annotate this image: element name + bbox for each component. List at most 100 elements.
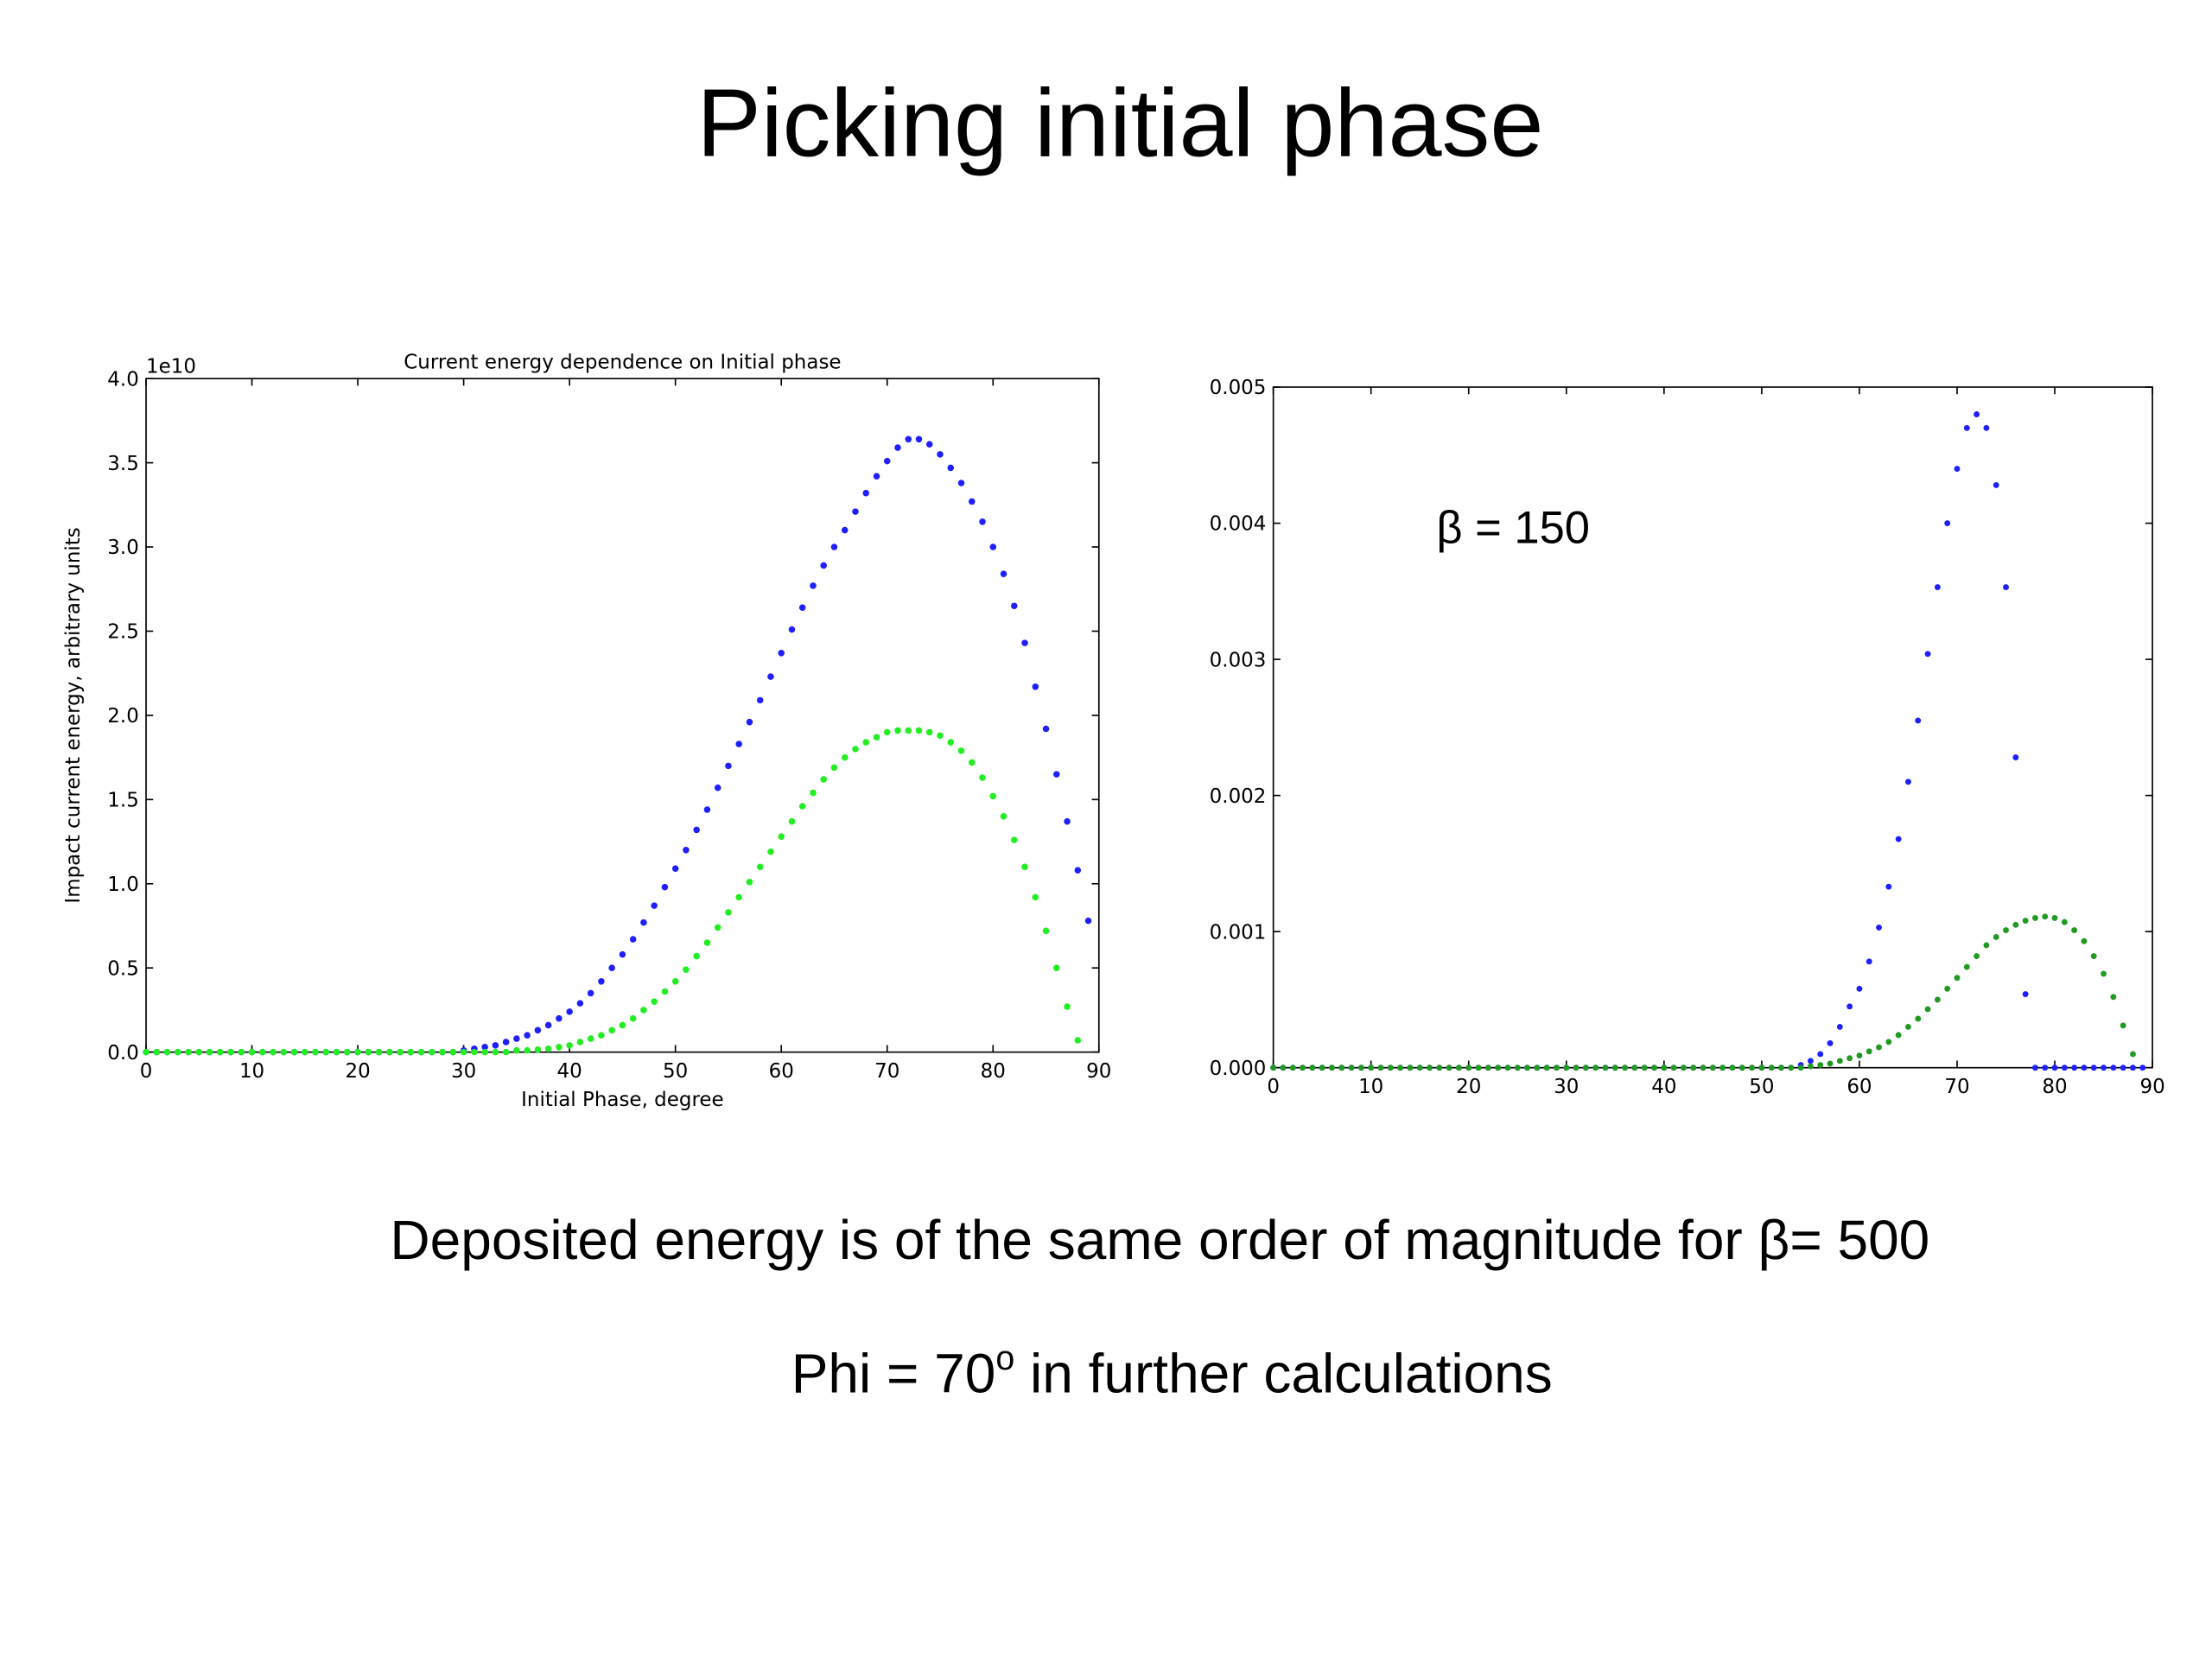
data-point (1436, 1065, 1443, 1071)
data-point (1032, 683, 1039, 690)
data-point (1788, 1065, 1795, 1071)
data-point (471, 1048, 478, 1056)
x-tick-label: 70 (874, 1060, 899, 1083)
data-point (925, 728, 933, 736)
data-point (1514, 1065, 1521, 1071)
data-point (175, 1048, 181, 1056)
data-point (915, 435, 923, 443)
data-point (544, 1045, 552, 1052)
data-point (556, 1044, 563, 1051)
data-point (1534, 1065, 1541, 1071)
note: Deposited energy is of the same order of… (390, 1209, 1929, 1271)
data-point (2012, 754, 2019, 760)
data-point (1983, 942, 1990, 949)
data-point (1749, 1065, 1756, 1071)
data-point (2130, 1051, 2136, 1058)
data-point (1407, 1065, 1414, 1071)
data-point (2022, 991, 2029, 998)
y-tick-label: 0.0 (107, 1042, 139, 1065)
data-point (2003, 584, 2009, 591)
data-point (1670, 1065, 1677, 1071)
data-point (206, 1048, 213, 1056)
data-point (798, 604, 806, 611)
y-tick-label: 0.002 (1210, 785, 1267, 808)
data-point (1582, 1065, 1589, 1071)
data-point (397, 1048, 404, 1056)
data-point (1885, 883, 1892, 890)
data-point (2042, 1065, 2049, 1071)
data-point (1000, 570, 1007, 577)
data-point (640, 1007, 647, 1014)
data-point (502, 1048, 510, 1056)
y-tick-label: 2.5 (107, 621, 139, 644)
data-point (746, 879, 753, 886)
data-point (788, 817, 796, 825)
data-point (883, 728, 891, 736)
x-tick-label: 20 (345, 1060, 370, 1083)
offset-label: 1e10 (146, 356, 196, 378)
data-point (1915, 1015, 1922, 1022)
data-point (1700, 1065, 1707, 1071)
data-point (1836, 1023, 1843, 1030)
data-point (1709, 1065, 1716, 1071)
x-tick-label: 10 (239, 1060, 264, 1083)
data-point (1289, 1065, 1296, 1071)
data-point (820, 776, 827, 783)
data-point (1368, 1065, 1375, 1071)
y-tick-label: 3.5 (107, 453, 139, 475)
data-point (375, 1048, 383, 1056)
data-point (354, 1048, 361, 1056)
data-point (1963, 963, 1970, 970)
data-point (629, 1014, 637, 1022)
data-point (322, 1048, 330, 1056)
data-point (703, 806, 711, 813)
data-point (1084, 917, 1092, 925)
data-point (1827, 1060, 1834, 1067)
data-point (598, 1032, 605, 1039)
data-point (1622, 1065, 1629, 1071)
data-point (524, 1032, 531, 1039)
data-point (979, 774, 986, 781)
data-point (1631, 1065, 1638, 1071)
data-point (1719, 1065, 1726, 1071)
data-point (894, 727, 901, 734)
data-point (651, 902, 658, 909)
data-point (1895, 836, 1902, 842)
y-tick-label: 1.0 (107, 874, 139, 896)
data-point (1573, 1065, 1580, 1071)
data-point (1690, 1065, 1697, 1071)
data-point (365, 1048, 372, 1056)
data-point (830, 543, 838, 550)
data-point (1974, 953, 1980, 959)
data-point (693, 826, 700, 834)
data-point (1758, 1065, 1765, 1071)
y-tick-label: 1.5 (107, 790, 139, 812)
x-tick-label: 90 (2139, 1076, 2164, 1098)
data-point (873, 734, 880, 741)
data-point (524, 1046, 531, 1054)
x-tick-label: 90 (1086, 1060, 1111, 1083)
data-point (238, 1048, 245, 1056)
data-point (2003, 927, 2009, 934)
data-point (2081, 938, 2088, 944)
data-point (1934, 996, 1941, 1003)
data-point (1993, 481, 1999, 488)
x-tick-label: 10 (1358, 1076, 1383, 1098)
data-point (1895, 1032, 1902, 1039)
data-point (2101, 1065, 2107, 1071)
data-point (1042, 725, 1050, 733)
slide-title: Picking initial phase (696, 69, 1543, 177)
data-point (1270, 1065, 1277, 1071)
y-tick-label: 4.0 (107, 368, 139, 391)
data-point (429, 1048, 435, 1056)
data-point (683, 847, 690, 854)
data-point (576, 1000, 584, 1007)
data-point (513, 1035, 520, 1042)
data-point (693, 952, 700, 960)
data-point (513, 1046, 520, 1054)
data-point (1495, 1065, 1502, 1071)
x-tick-label: 30 (1554, 1076, 1579, 1098)
data-point (2051, 1065, 2058, 1071)
data-point (767, 673, 774, 680)
